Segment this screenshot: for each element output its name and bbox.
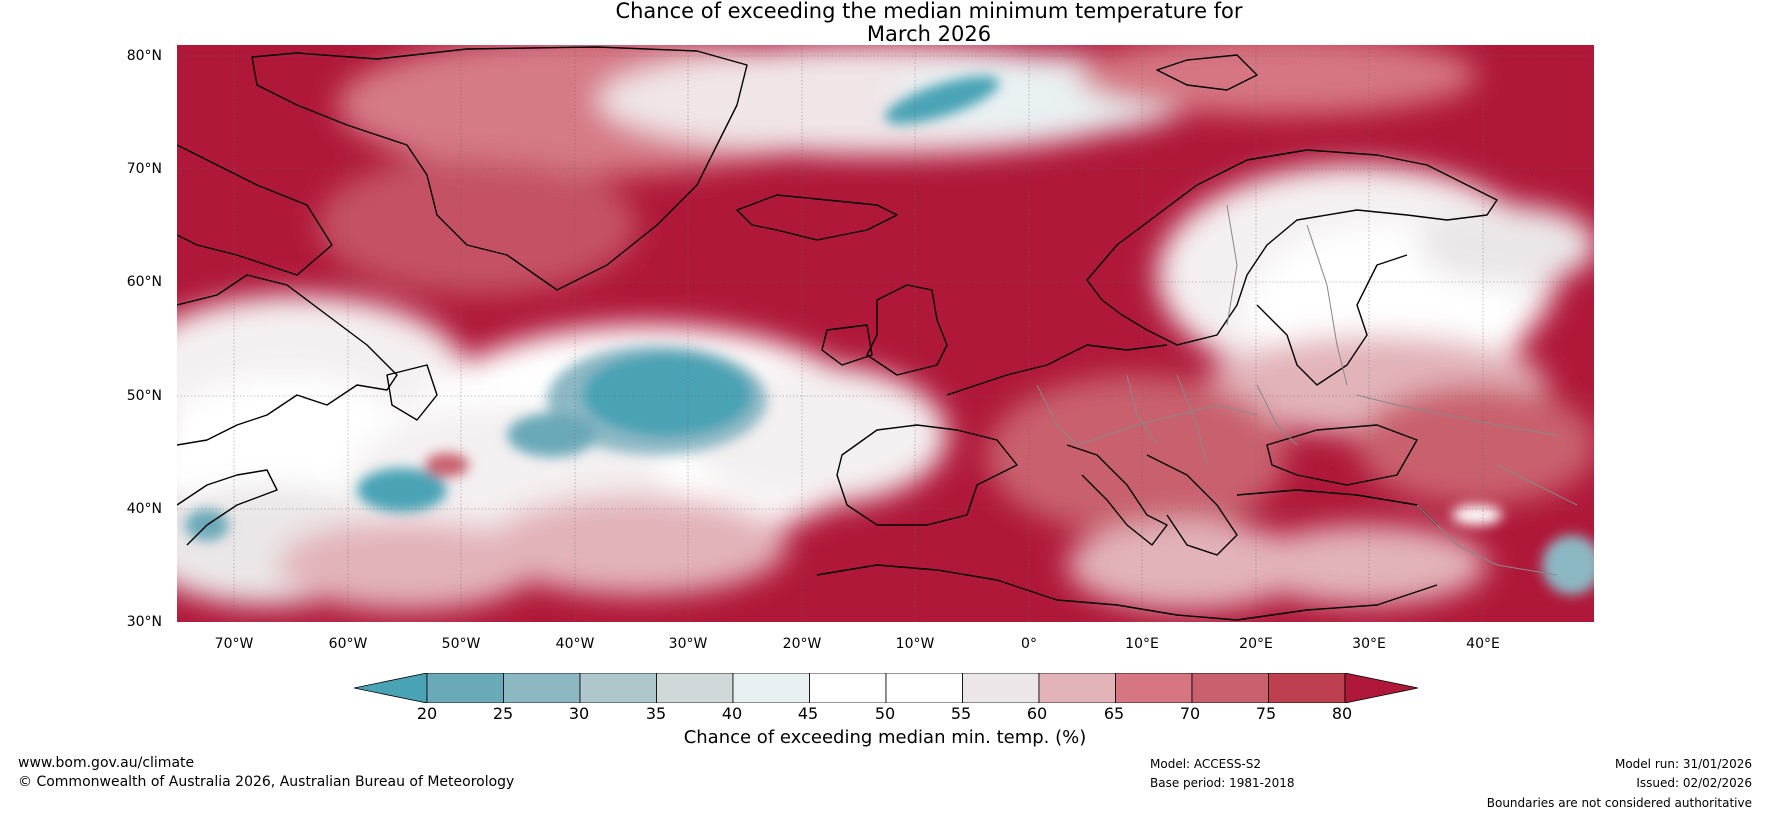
lon-label-30w: 30°W — [668, 636, 708, 652]
colorbar-tick-20: 20 — [416, 704, 438, 723]
model-run: Model run: 31/01/2026 — [1614, 757, 1752, 771]
lon-label-20e: 20°E — [1239, 636, 1273, 652]
model-name: Model: ACCESS-S2 — [1150, 757, 1262, 771]
lon-label-40e: 40°E — [1466, 636, 1500, 652]
lat-label-40n: 40°N — [126, 501, 162, 517]
colorbar-bin — [962, 673, 1040, 703]
probability-fields — [177, 45, 1594, 610]
colorbar-bin — [732, 673, 810, 703]
colorbar-tick-35: 35 — [645, 704, 667, 723]
colorbar-title: Chance of exceeding median min. temp. (%… — [683, 727, 1087, 748]
lat-label-80n: 80°N — [126, 48, 162, 64]
lat-label-30n: 30°N — [126, 614, 162, 630]
lon-label-60w: 60°W — [328, 636, 368, 652]
lon-label-30e: 30°E — [1352, 636, 1386, 652]
lat-label-60n: 60°N — [126, 274, 162, 290]
colorbar-tick-40: 40 — [721, 704, 743, 723]
country-borders — [1036, 204, 1578, 576]
lat-label-70n: 70°N — [126, 161, 162, 177]
lon-label-10e: 10°E — [1125, 636, 1159, 652]
colorbar-bin — [1038, 673, 1116, 703]
colorbar-tick-30: 30 — [568, 704, 590, 723]
base-period: Base period: 1981-2018 — [1150, 776, 1295, 790]
colorbar-bin — [426, 673, 504, 703]
colorbar-tick-25: 25 — [492, 704, 514, 723]
colorbar-bin — [1115, 673, 1193, 703]
probability-map — [177, 45, 1594, 622]
lat-label-50n: 50°N — [126, 388, 162, 404]
colorbar-bin — [1191, 673, 1269, 703]
lon-label-10w: 10°W — [895, 636, 935, 652]
colorbar — [354, 673, 1418, 703]
lon-label-40w: 40°W — [555, 636, 595, 652]
copyright: © Commonwealth of Australia 2026, Austra… — [18, 774, 515, 790]
coastlines — [177, 46, 1498, 621]
colorbar-extension-low — [354, 673, 428, 703]
colorbar-tick-70: 70 — [1179, 704, 1201, 723]
lon-label-70w: 70°W — [214, 636, 254, 652]
colorbar-bin — [579, 673, 657, 703]
website-link[interactable]: www.bom.gov.au/climate — [18, 755, 195, 771]
issued-date: Issued: 02/02/2026 — [1636, 776, 1752, 790]
colorbar-bin — [885, 673, 963, 703]
lon-label-0: 0° — [1021, 636, 1037, 652]
colorbar-tick-60: 60 — [1026, 704, 1048, 723]
colorbar-tick-75: 75 — [1255, 704, 1277, 723]
lon-label-20w: 20°W — [782, 636, 822, 652]
colorbar-bin — [656, 673, 734, 703]
lon-label-50w: 50°W — [441, 636, 481, 652]
colorbar-tick-55: 55 — [950, 704, 972, 723]
colorbar-tick-65: 65 — [1103, 704, 1125, 723]
colorbar-bin — [809, 673, 887, 703]
title-line-2: March 2026 — [866, 22, 992, 46]
colorbar-extension-high — [1344, 673, 1418, 703]
colorbar-tick-45: 45 — [797, 704, 819, 723]
colorbar-bin — [1268, 673, 1346, 703]
disclaimer: Boundaries are not considered authoritat… — [1486, 796, 1752, 810]
colorbar-bin — [503, 673, 581, 703]
low-probability-patches — [185, 76, 1594, 595]
graticule — [177, 45, 1594, 622]
map-title: Chance of exceeding the median minimum t… — [0, 0, 1770, 46]
colorbar-tick-80: 80 — [1331, 704, 1353, 723]
map-svg — [177, 45, 1594, 622]
title-line-1: Chance of exceeding the median minimum t… — [615, 0, 1243, 23]
colorbar-tick-50: 50 — [874, 704, 896, 723]
